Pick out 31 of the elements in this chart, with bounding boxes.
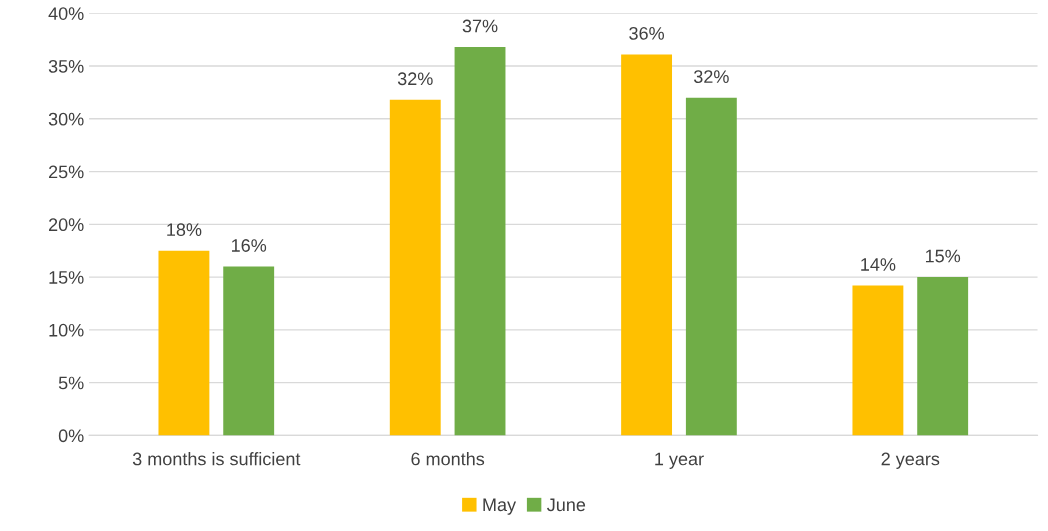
- y-tick-label: 30%: [48, 112, 84, 126]
- y-tick-label: 15%: [49, 271, 84, 284]
- bar: [158, 250, 210, 436]
- bar: [223, 266, 275, 436]
- bar: [621, 54, 673, 436]
- y-tick-label: 40%: [48, 7, 84, 20]
- x-tick-label: 6 months: [411, 452, 485, 466]
- y-tick-label: 20%: [48, 218, 84, 232]
- x-tick-label: 2 years: [881, 452, 940, 469]
- y-tick-label: 0%: [58, 429, 84, 443]
- y-tick-label: 5%: [58, 376, 84, 390]
- bar: [685, 97, 737, 436]
- data-label: 18%: [167, 223, 202, 237]
- bar: [389, 99, 441, 436]
- x-tick-label: 3 months is sufficient: [132, 452, 301, 466]
- y-tick-label: 35%: [48, 59, 84, 73]
- data-label: 32%: [397, 72, 433, 86]
- data-label: 16%: [232, 239, 267, 252]
- bar: [454, 47, 506, 436]
- legend-label: June: [547, 498, 586, 512]
- data-label: 14%: [861, 258, 896, 271]
- data-label: 36%: [629, 26, 664, 40]
- y-tick-label: 25%: [48, 165, 84, 179]
- y-tick-label: 10%: [49, 323, 84, 337]
- bar: [852, 285, 904, 436]
- data-label: 15%: [925, 249, 961, 263]
- legend-label: May: [483, 498, 517, 515]
- x-tick-label: 1 year: [655, 452, 704, 469]
- data-label: 37%: [462, 19, 498, 33]
- data-label: 32%: [693, 70, 729, 84]
- bar: [917, 277, 969, 436]
